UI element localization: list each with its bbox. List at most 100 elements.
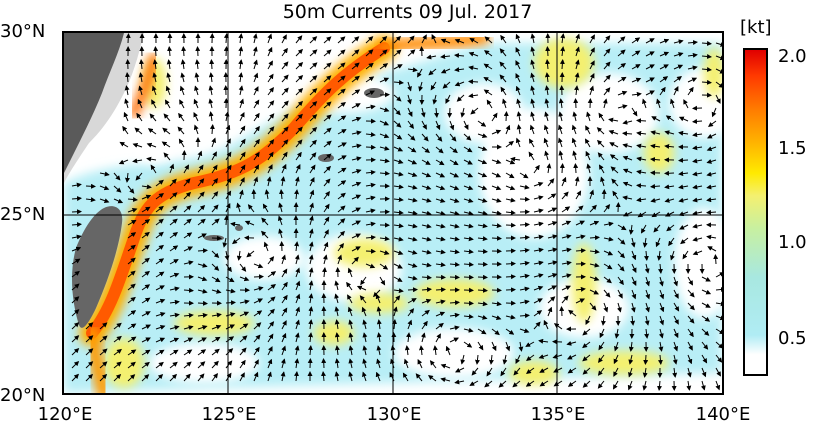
current-arrow bbox=[463, 198, 474, 203]
current-arrow bbox=[519, 247, 530, 253]
current-arrow bbox=[659, 315, 665, 326]
current-arrow bbox=[575, 298, 585, 304]
current-arrow bbox=[419, 46, 425, 57]
current-arrow bbox=[351, 130, 362, 136]
lon-label-130e: 130°E bbox=[366, 404, 422, 425]
current-arrow bbox=[530, 33, 536, 44]
current-arrow bbox=[644, 263, 650, 274]
current-arrow bbox=[166, 72, 172, 83]
current-arrow bbox=[194, 72, 200, 83]
current-arrow bbox=[546, 163, 552, 174]
current-arrow bbox=[71, 322, 80, 330]
current-arrow bbox=[680, 237, 689, 245]
current-arrow bbox=[393, 263, 403, 269]
current-arrow bbox=[155, 361, 164, 369]
current-arrow bbox=[141, 324, 152, 330]
current-arrow bbox=[155, 325, 166, 330]
current-arrow bbox=[617, 104, 628, 110]
current-arrow bbox=[376, 306, 382, 317]
current-arrow bbox=[544, 98, 550, 109]
current-arrow bbox=[434, 107, 439, 118]
current-arrow bbox=[706, 171, 717, 177]
current-arrow bbox=[519, 184, 530, 190]
current-arrow bbox=[516, 98, 522, 109]
current-arrow bbox=[599, 164, 605, 174]
current-arrow bbox=[421, 210, 432, 216]
current-arrow bbox=[99, 361, 108, 369]
current-arrow bbox=[166, 59, 172, 70]
current-arrow bbox=[99, 322, 108, 330]
current-arrow bbox=[687, 276, 693, 286]
current-arrow bbox=[376, 332, 382, 343]
current-arrow bbox=[701, 289, 712, 295]
current-arrow bbox=[687, 302, 695, 311]
current-arrow bbox=[295, 61, 304, 70]
current-arrow bbox=[613, 367, 619, 377]
current-arrow bbox=[547, 296, 556, 304]
map-title: 50m Currents 09 Jul. 2017 bbox=[282, 1, 533, 23]
current-arrow bbox=[456, 94, 465, 102]
current-arrow bbox=[127, 219, 137, 226]
current-arrow bbox=[715, 367, 721, 377]
current-arrow bbox=[253, 72, 259, 83]
current-arrow bbox=[225, 288, 236, 294]
current-arrow bbox=[85, 361, 94, 369]
current-arrow bbox=[197, 178, 205, 187]
current-arrow bbox=[545, 59, 550, 70]
current-arrow bbox=[334, 345, 340, 356]
current-arrow bbox=[630, 237, 636, 248]
current-arrow bbox=[281, 139, 289, 148]
current-arrow bbox=[429, 360, 437, 369]
current-arrow bbox=[136, 112, 143, 122]
current-arrow bbox=[454, 38, 465, 44]
current-arrow bbox=[510, 156, 521, 162]
current-arrow bbox=[407, 298, 417, 304]
current-arrow bbox=[421, 159, 431, 165]
current-arrow bbox=[574, 176, 580, 187]
current-arrow bbox=[687, 52, 698, 58]
current-arrow bbox=[683, 99, 689, 109]
current-arrow bbox=[281, 332, 287, 343]
current-arrow bbox=[706, 146, 717, 152]
current-arrow bbox=[239, 164, 246, 174]
lat-lon-grid bbox=[64, 33, 722, 393]
current-arrow bbox=[294, 332, 300, 343]
current-arrow bbox=[123, 111, 129, 122]
current-arrow bbox=[715, 328, 722, 335]
current-arrow bbox=[183, 178, 191, 187]
current-arrow bbox=[113, 335, 122, 343]
current-arrow bbox=[440, 363, 451, 369]
current-arrow bbox=[435, 223, 446, 229]
current-arrow bbox=[622, 211, 633, 217]
current-arrow bbox=[155, 205, 164, 213]
current-arrow bbox=[484, 36, 493, 44]
current-arrow bbox=[707, 120, 717, 128]
current-arrow bbox=[561, 191, 569, 200]
current-arrow bbox=[575, 286, 586, 292]
current-arrow bbox=[533, 298, 543, 304]
current-arrow bbox=[197, 262, 208, 268]
current-arrow bbox=[141, 311, 151, 317]
current-arrow bbox=[337, 155, 347, 161]
current-arrow bbox=[505, 197, 516, 203]
current-arrow bbox=[673, 315, 679, 325]
current-arrow bbox=[575, 248, 586, 254]
current-arrow bbox=[193, 124, 199, 135]
current-arrow bbox=[155, 349, 165, 356]
current-arrow bbox=[183, 361, 192, 369]
current-arrow bbox=[560, 46, 566, 57]
current-arrow bbox=[281, 47, 288, 57]
current-map[interactable] bbox=[62, 31, 724, 395]
current-arrow bbox=[561, 285, 572, 291]
current-arrow bbox=[603, 61, 611, 70]
current-arrow bbox=[253, 151, 260, 161]
current-arrow bbox=[701, 276, 711, 282]
current-arrow bbox=[585, 125, 591, 135]
current-arrow bbox=[687, 328, 694, 338]
current-arrow bbox=[692, 158, 703, 164]
current-arrow bbox=[294, 241, 300, 252]
current-arrow bbox=[454, 379, 465, 385]
current-arrow bbox=[582, 328, 591, 336]
current-arrow bbox=[309, 49, 318, 57]
current-arrow bbox=[417, 68, 423, 78]
